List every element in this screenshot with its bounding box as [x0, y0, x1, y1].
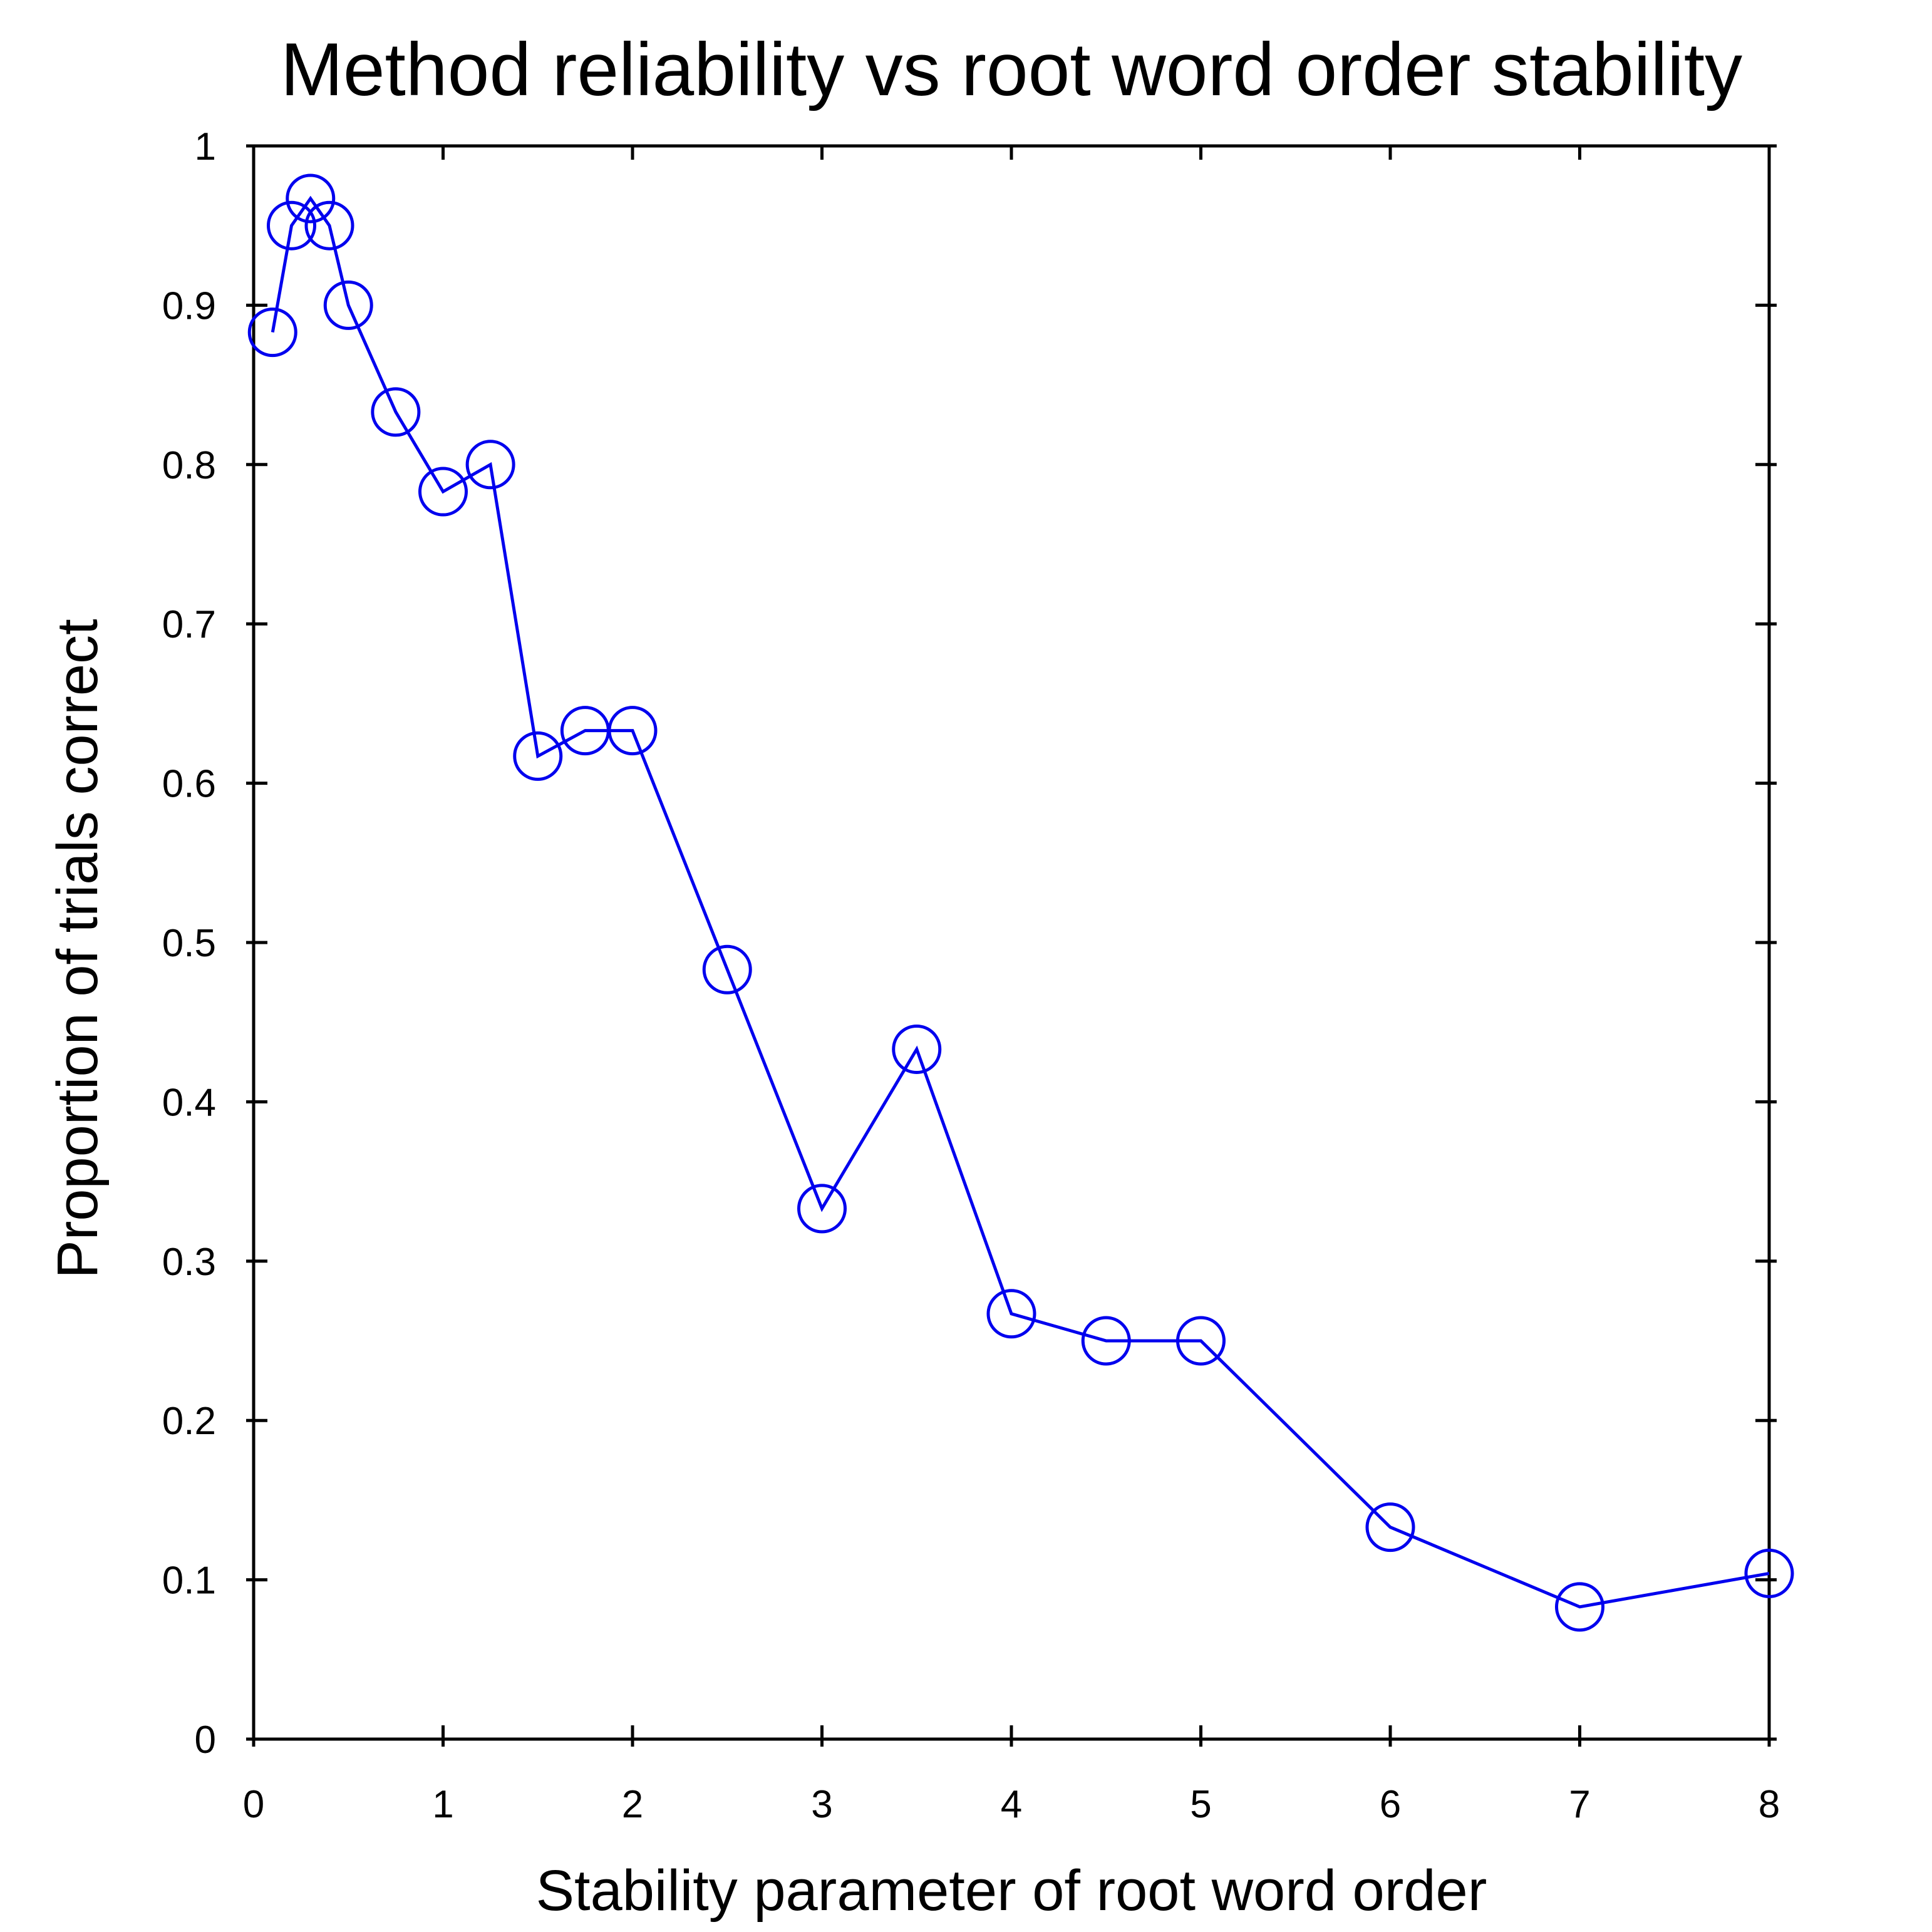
x-tick-label: 6 [1380, 1783, 1401, 1826]
data-point [418, 467, 468, 517]
y-tick-label: 0.5 [162, 922, 216, 965]
y-tick-label: 0.8 [162, 444, 216, 487]
x-tick-label: 1 [432, 1783, 453, 1826]
x-tick-label: 0 [243, 1783, 264, 1826]
data-point [797, 1184, 847, 1234]
y-tick-label: 0.7 [162, 603, 216, 646]
data-point [323, 280, 373, 330]
y-tick-label: 0.1 [162, 1559, 216, 1603]
y-tick-label: 0.6 [162, 763, 216, 806]
x-tick-label: 4 [1001, 1783, 1022, 1826]
chart-title: Method reliability vs root word order st… [281, 28, 1742, 111]
data-point [986, 1289, 1036, 1339]
y-tick-label: 0 [195, 1718, 216, 1762]
x-tick-label: 3 [811, 1783, 832, 1826]
data-point [465, 440, 515, 490]
y-tick-label: 0.3 [162, 1241, 216, 1284]
data-point [304, 200, 354, 251]
data-point [286, 173, 336, 224]
x-axis-ticks: 0 1 2 3 4 5 6 7 8 [243, 146, 1780, 1826]
data-point [247, 307, 297, 358]
data-point [1744, 1548, 1794, 1598]
y-tick-label: 0.9 [162, 284, 216, 328]
y-tick-label: 0.4 [162, 1081, 216, 1124]
data-point [1081, 1316, 1131, 1366]
data-point [1365, 1502, 1415, 1552]
x-tick-label: 5 [1190, 1783, 1211, 1826]
x-tick-label: 8 [1759, 1783, 1780, 1826]
x-tick-label: 2 [622, 1783, 643, 1826]
data-point [371, 387, 421, 437]
y-axis-title: Proportion of trials correct [46, 619, 110, 1278]
series-layer [247, 173, 1794, 1632]
data-point [513, 731, 563, 781]
data-point [892, 1024, 942, 1074]
data-point [607, 706, 658, 756]
x-tick-label: 7 [1569, 1783, 1590, 1826]
data-point [1176, 1316, 1226, 1366]
y-tick-label: 0.2 [162, 1400, 216, 1443]
y-axis-ticks: 0 0.1 0.2 0.3 0.4 0.5 0.6 0.7 0.8 0.9 1 [162, 125, 1777, 1762]
data-point [267, 200, 316, 251]
x-axis-title: Stability parameter of root word order [536, 1859, 1487, 1923]
data-point [1555, 1582, 1604, 1632]
data-point [702, 944, 752, 994]
y-tick-label: 1 [195, 125, 216, 168]
